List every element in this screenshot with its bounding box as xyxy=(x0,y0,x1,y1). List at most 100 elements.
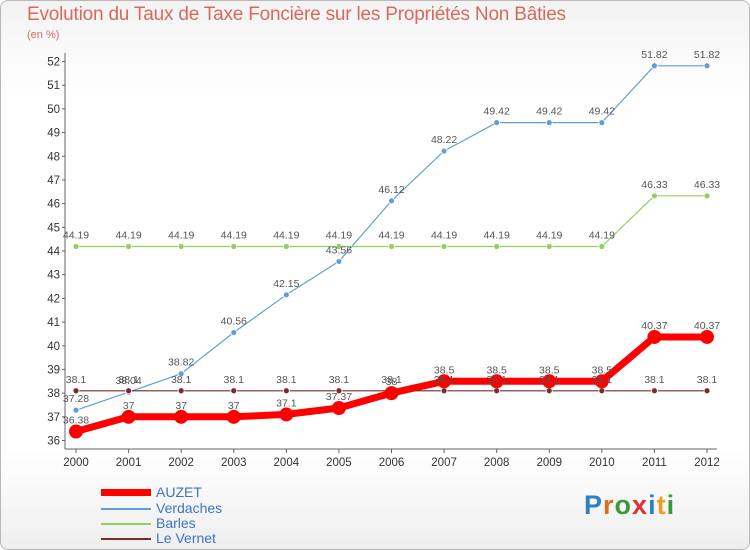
data-label-le-vernet: 38.1 xyxy=(434,374,455,386)
data-point-verdaches xyxy=(177,370,185,378)
y-tick-label: 43 xyxy=(47,270,60,282)
data-label-auzet: 40.37 xyxy=(641,320,667,332)
legend-label-auzet: AUZET xyxy=(156,484,202,500)
data-label-verdaches: 43.56 xyxy=(326,244,352,256)
data-label-barles: 44.19 xyxy=(431,229,457,241)
data-label-verdaches: 51.82 xyxy=(694,49,720,61)
data-label-auzet: 37.1 xyxy=(276,397,297,409)
data-point-barles xyxy=(335,243,343,250)
chart-title: Evolution du Taux de Taxe Foncière sur l… xyxy=(27,4,566,25)
data-point-le-vernet xyxy=(440,387,448,395)
data-point-auzet xyxy=(700,329,714,344)
logo-letter: P xyxy=(584,490,604,520)
data-label-verdaches: 51.82 xyxy=(641,49,667,61)
logo-letter: o xyxy=(614,490,633,520)
legend-swatch-auzet xyxy=(101,489,151,496)
data-label-auzet: 38.5 xyxy=(434,364,455,376)
data-label-auzet: 38.5 xyxy=(539,364,560,376)
data-label-le-vernet: 38.1 xyxy=(118,374,139,386)
data-label-verdaches: 49.42 xyxy=(484,106,510,118)
data-point-auzet xyxy=(226,409,241,424)
data-point-verdaches xyxy=(230,329,238,336)
x-tick-label: 2012 xyxy=(694,457,720,469)
data-point-auzet xyxy=(174,409,189,424)
data-label-verdaches: 46.12 xyxy=(378,184,404,196)
data-point-barles xyxy=(651,192,658,200)
data-point-verdaches xyxy=(72,406,80,414)
logo-letter: r xyxy=(603,490,615,520)
data-point-auzet xyxy=(384,386,399,401)
data-label-auzet: 38 xyxy=(386,376,398,388)
y-tick-label: 40 xyxy=(47,341,60,353)
data-label-le-vernet: 38.1 xyxy=(539,374,560,386)
y-tick-label: 41 xyxy=(47,317,60,329)
data-label-auzet: 37 xyxy=(175,400,187,412)
x-tick-label: 2003 xyxy=(221,457,247,469)
data-point-le-vernet xyxy=(493,387,501,395)
x-tick-label: 2002 xyxy=(168,457,194,469)
data-point-le-vernet xyxy=(545,387,553,395)
legend-label-barles: Barles xyxy=(156,515,196,531)
data-point-barles xyxy=(125,243,132,250)
data-point-auzet xyxy=(594,374,609,389)
data-label-barles: 44.19 xyxy=(168,229,194,241)
data-point-barles xyxy=(282,243,290,250)
data-label-auzet: 37.37 xyxy=(326,391,352,403)
data-label-le-vernet: 38.1 xyxy=(224,374,245,386)
y-tick-label: 37 xyxy=(47,412,60,424)
data-point-verdaches xyxy=(493,119,501,127)
data-label-verdaches: 38.04 xyxy=(115,375,141,387)
data-point-verdaches xyxy=(388,197,395,205)
data-label-barles: 44.19 xyxy=(221,229,247,241)
x-tick-label: 2009 xyxy=(536,457,562,469)
data-point-barles xyxy=(493,243,501,250)
data-label-verdaches: 42.15 xyxy=(273,278,299,290)
data-label-verdaches: 49.42 xyxy=(536,106,562,118)
data-point-barles xyxy=(230,243,238,250)
legend-label-verdaches: Verdaches xyxy=(156,500,223,516)
data-point-auzet xyxy=(121,409,136,424)
data-label-barles: 44.19 xyxy=(378,229,404,241)
legend-swatch-le-vernet xyxy=(101,538,151,540)
data-point-barles xyxy=(598,243,606,250)
data-point-le-vernet xyxy=(335,387,343,395)
data-point-le-vernet xyxy=(651,387,658,395)
x-tick-label: 2000 xyxy=(63,457,89,469)
legend-label-le-vernet: Le Vernet xyxy=(156,530,216,546)
data-label-barles: 44.19 xyxy=(63,229,89,241)
y-tick-label: 47 xyxy=(47,175,60,187)
data-point-barles xyxy=(440,243,448,250)
data-label-auzet: 37 xyxy=(123,400,135,412)
logo-letter: i xyxy=(666,490,676,520)
data-label-verdaches: 37.28 xyxy=(63,393,89,405)
x-tick-label: 2005 xyxy=(326,457,352,469)
data-point-verdaches xyxy=(335,258,343,265)
data-point-auzet xyxy=(647,329,662,344)
data-label-barles: 44.19 xyxy=(273,229,299,241)
data-label-verdaches: 48.22 xyxy=(431,134,457,146)
proxiti-logo: Proxiti xyxy=(584,490,675,521)
data-point-barles xyxy=(72,243,80,250)
data-label-auzet: 37 xyxy=(228,400,240,412)
data-point-verdaches xyxy=(545,119,553,127)
data-point-le-vernet xyxy=(72,387,80,395)
data-label-verdaches: 49.42 xyxy=(589,106,615,118)
data-label-barles: 44.19 xyxy=(326,229,352,241)
data-label-verdaches: 38.82 xyxy=(168,357,194,369)
chart-subtitle: (en %) xyxy=(27,29,60,41)
data-point-le-vernet xyxy=(598,387,606,395)
data-label-le-vernet: 38.1 xyxy=(592,374,613,386)
data-point-verdaches xyxy=(282,291,290,299)
y-tick-label: 44 xyxy=(47,246,60,258)
data-label-le-vernet: 38.1 xyxy=(171,374,192,386)
data-point-barles xyxy=(545,243,553,250)
data-point-le-vernet xyxy=(230,387,238,395)
data-point-auzet xyxy=(489,374,504,389)
y-tick-label: 36 xyxy=(47,436,60,448)
y-tick-label: 50 xyxy=(47,104,60,116)
y-tick-label: 48 xyxy=(47,151,60,163)
data-point-auzet xyxy=(69,424,83,439)
data-point-auzet xyxy=(542,374,557,389)
x-tick-label: 2011 xyxy=(642,457,667,469)
data-point-verdaches xyxy=(651,62,658,70)
